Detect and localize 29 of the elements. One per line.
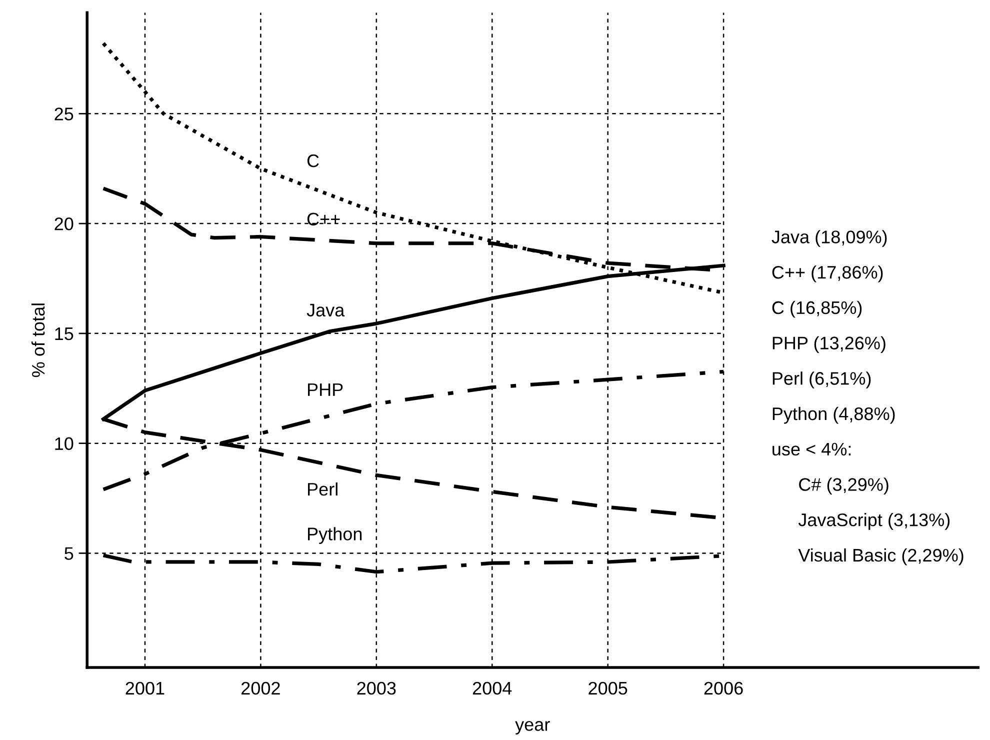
- x-tick-label: 2001: [126, 682, 164, 695]
- series-label: PHP: [308, 383, 343, 396]
- x-tick-label: 2006: [704, 682, 743, 695]
- x-tick-label: 2004: [472, 682, 512, 695]
- annotation: Java (18,09%): [772, 230, 887, 247]
- y-tick-label: 5: [64, 547, 74, 560]
- y-tick-label: 15: [55, 328, 74, 340]
- x-axis-title: year: [515, 721, 550, 734]
- x-tick-label: 2005: [588, 682, 628, 695]
- annotation: Python (4,88%): [772, 406, 895, 424]
- series-label: Java: [306, 304, 345, 317]
- series-label: C++: [307, 212, 340, 226]
- y-tick-label: 10: [55, 437, 74, 450]
- annotation: PHP (13,26%): [772, 336, 886, 354]
- annotation: use < 4%:: [772, 442, 851, 456]
- annotation: C# (3,29%): [799, 478, 888, 494]
- annotation: C (16,85%): [772, 300, 862, 318]
- annotation: C++ (17,86%): [772, 265, 883, 282]
- series-label: C: [307, 154, 319, 168]
- annotation: Perl (6,51%): [772, 372, 871, 388]
- series-label: Python: [308, 527, 362, 544]
- y-axis-title: % of total: [31, 304, 45, 378]
- y-tick-label: 20: [54, 217, 74, 230]
- annotation: Visual Basic (2,29%): [798, 548, 964, 566]
- series-label: Perl: [308, 482, 338, 496]
- x-tick-label: 2002: [242, 682, 280, 695]
- x-tick-label: 2003: [357, 682, 396, 695]
- annotation: JavaScript (3,13%): [798, 513, 950, 530]
- y-tick-label: 25: [54, 108, 74, 120]
